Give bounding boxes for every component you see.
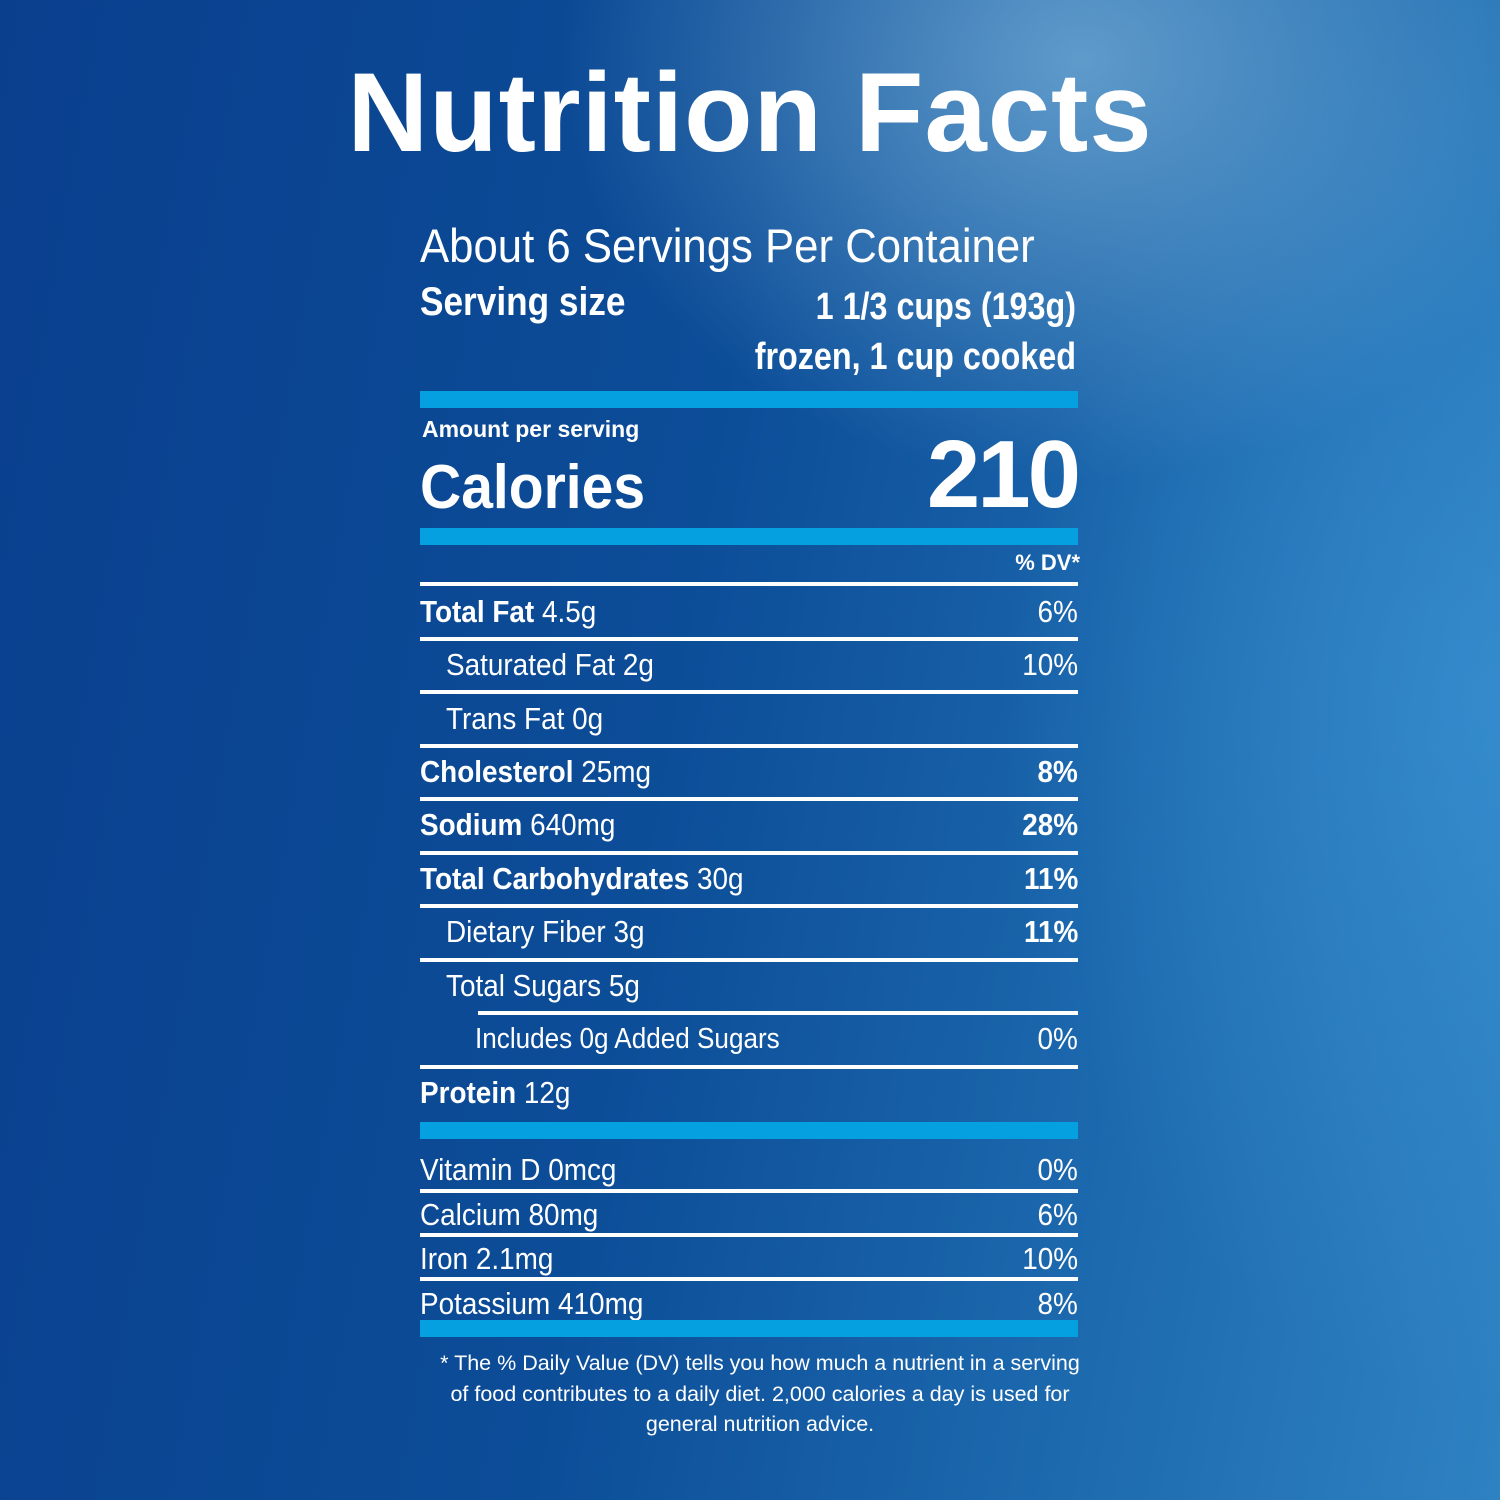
nutrient-label: Trans Fat 0g	[446, 699, 603, 739]
divider-line	[420, 1233, 1078, 1237]
vitamin-label: Vitamin D 0mcg	[420, 1150, 616, 1190]
nutrient-label: Includes 0g Added Sugars	[475, 1019, 780, 1059]
nutrient-label: Saturated Fat 2g	[446, 645, 654, 685]
nutrient-row: Protein 12g	[420, 1073, 1078, 1113]
divider-line	[478, 1011, 1078, 1015]
nutrient-row: Sodium 640mg 28%	[420, 805, 1078, 845]
nutrient-amount: 30g	[697, 861, 744, 896]
nutrient-name: Includes 0g Added Sugars	[475, 1023, 780, 1055]
divider-line	[420, 637, 1078, 641]
vitamin-amount: 410mg	[558, 1286, 644, 1321]
nutrient-amount: 25mg	[581, 754, 652, 789]
nutrient-row: Trans Fat 0g	[420, 699, 1078, 739]
nutrient-dv: 11%	[1023, 914, 1078, 949]
nutrient-amount: 4.5g	[541, 594, 597, 629]
serving-size-value: 1 1/3 cups (193g) frozen, 1 cup cooked	[755, 282, 1076, 382]
nutrient-label: Sodium 640mg	[420, 805, 615, 845]
divider-line	[420, 797, 1078, 801]
amount-per-serving: Amount per serving	[422, 416, 640, 442]
divider-line	[420, 958, 1078, 962]
vitamin-row: Calcium 80mg 6%	[420, 1195, 1078, 1235]
nutrient-row: Total Fat 4.5g 6%	[420, 592, 1078, 632]
nutrient-amount: 2g	[622, 647, 654, 682]
vitamin-label: Potassium 410mg	[420, 1284, 643, 1324]
vitamin-name: Potassium	[420, 1286, 551, 1321]
nutrient-name: Trans Fat	[446, 701, 565, 736]
nutrient-row: Total Sugars 5g	[420, 966, 1078, 1006]
nutrient-row: Dietary Fiber 3g 11%	[420, 912, 1078, 952]
divider-line	[420, 582, 1078, 586]
nutrient-row: Saturated Fat 2g 10%	[420, 645, 1078, 685]
vitamin-label: Calcium 80mg	[420, 1195, 598, 1235]
nutrient-name: Saturated Fat	[446, 647, 616, 682]
nutrient-amount: 640mg	[530, 807, 616, 842]
divider-bar	[420, 1320, 1078, 1337]
footnote: * The % Daily Value (DV) tells you how m…	[440, 1351, 1080, 1436]
nutrient-row: Cholesterol 25mg 8%	[420, 752, 1078, 792]
divider-bar	[420, 528, 1078, 545]
nutrient-dv: 28%	[1022, 807, 1078, 842]
nutrient-amount: 0g	[572, 701, 604, 736]
divider-line	[420, 904, 1078, 908]
divider-bar	[420, 391, 1078, 408]
serving-size-line2: frozen, 1 cup cooked	[754, 336, 1076, 378]
vitamin-amount: 80mg	[528, 1197, 599, 1232]
nutrient-label: Dietary Fiber 3g	[446, 912, 644, 952]
calories-label: Calories	[420, 453, 646, 522]
nutrient-dv: 6%	[1037, 594, 1078, 629]
vitamin-row: Vitamin D 0mcg 0%	[420, 1150, 1078, 1190]
vitamin-dv: 0%	[1037, 1152, 1078, 1187]
nutrient-row: Includes 0g Added Sugars 0%	[420, 1019, 1078, 1059]
nutrient-dv: 0%	[1037, 1021, 1078, 1056]
nutrient-name: Total Carbohydrates	[420, 861, 690, 896]
nutrient-label: Total Sugars 5g	[446, 966, 640, 1006]
vitamin-amount: 2.1mg	[475, 1241, 554, 1276]
divider-line	[420, 851, 1078, 855]
divider-line	[420, 1277, 1078, 1281]
vitamin-amount: 0mcg	[548, 1152, 617, 1187]
divider-bar	[420, 1122, 1078, 1139]
nutrient-amount: 5g	[608, 968, 640, 1003]
nutrient-dv: 10%	[1022, 647, 1078, 682]
vitamin-name: Vitamin D	[420, 1152, 541, 1187]
nutrient-label: Cholesterol 25mg	[420, 752, 651, 792]
vitamin-dv: 8%	[1037, 1286, 1078, 1321]
divider-line	[420, 744, 1078, 748]
vitamin-name: Calcium	[420, 1197, 521, 1232]
nutrient-amount: 12g	[523, 1075, 571, 1110]
serving-size-line1: 1 1/3 cups (193g)	[815, 286, 1076, 328]
nutrient-row: Total Carbohydrates 30g 11%	[420, 859, 1078, 899]
page-title: Nutrition Facts	[347, 50, 1153, 175]
nutrient-name: Sodium	[420, 807, 523, 842]
nutrient-name: Total Fat	[420, 594, 535, 629]
vitamin-label: Iron 2.1mg	[420, 1239, 553, 1279]
serving-size-label: Serving size	[420, 280, 626, 324]
nutrient-name: Cholesterol	[420, 754, 574, 789]
vitamin-row: Potassium 410mg 8%	[420, 1284, 1078, 1324]
vitamin-dv: 10%	[1022, 1241, 1078, 1276]
vitamin-name: Iron	[420, 1241, 469, 1276]
calories-value: 210	[926, 421, 1081, 528]
nutrient-amount: 3g	[613, 914, 645, 949]
divider-line	[420, 1065, 1078, 1069]
nutrient-name: Dietary Fiber	[446, 914, 606, 949]
divider-line	[420, 1189, 1078, 1193]
vitamin-row: Iron 2.1mg 10%	[420, 1239, 1078, 1279]
nutrient-dv: 8%	[1037, 754, 1078, 789]
nutrient-label: Total Carbohydrates 30g	[420, 859, 744, 899]
divider-line	[420, 690, 1078, 694]
nutrient-dv: 11%	[1023, 861, 1078, 896]
nutrient-label: Protein 12g	[420, 1073, 570, 1113]
nutrient-label: Total Fat 4.5g	[420, 592, 596, 632]
vitamin-dv: 6%	[1037, 1197, 1078, 1232]
nutrient-name: Protein	[420, 1075, 517, 1110]
dv-header: % DV*	[1015, 550, 1080, 575]
nutrient-name: Total Sugars	[446, 968, 602, 1003]
servings-per-container: About 6 Servings Per Container	[420, 219, 1035, 272]
